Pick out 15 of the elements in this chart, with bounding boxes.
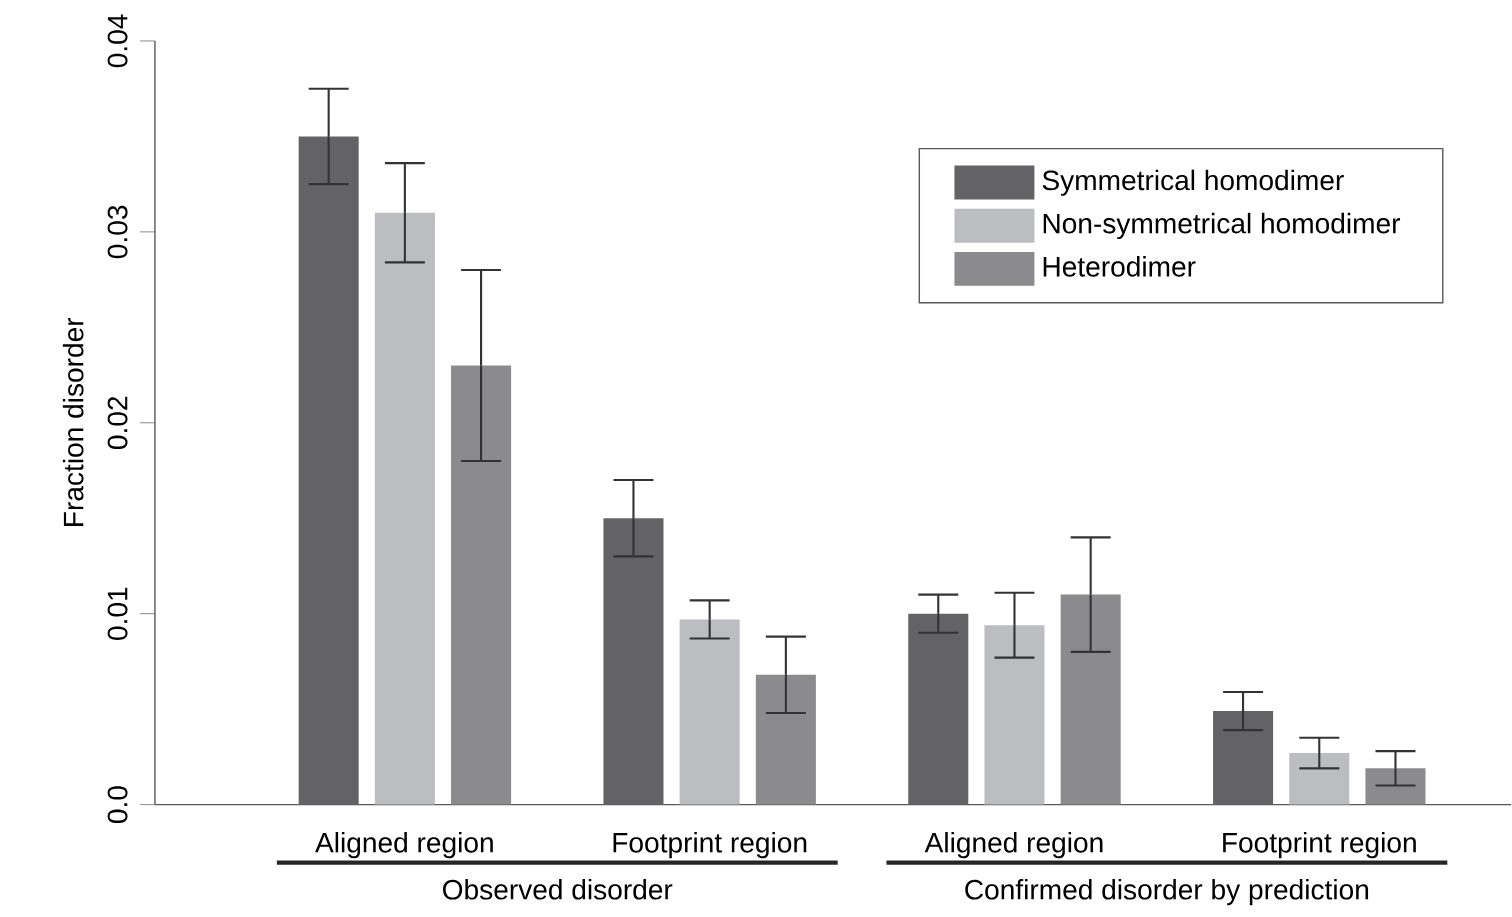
- legend-label: Heterodimer: [1043, 256, 1196, 277]
- x-tick-label: Footprint region: [1223, 832, 1416, 859]
- y-tick-label: 0.03: [107, 205, 128, 259]
- y-tick-label: 0.01: [107, 587, 128, 640]
- legend-label: Symmetrical homodimer: [1042, 169, 1344, 196]
- legend-label: Non-symmetrical homodimer: [1043, 212, 1401, 240]
- y-tick-label: 0.0: [107, 786, 128, 824]
- text: Observed disorder: [443, 879, 673, 900]
- x-tick-label: Aligned region: [924, 832, 1103, 859]
- y-tick-label: 0.04: [107, 14, 128, 68]
- y-axis-title: Fraction disorder: [62, 317, 84, 526]
- text: Confirmed disorder by prediction: [965, 879, 1369, 906]
- x-tick-label: Footprint region: [613, 832, 807, 859]
- y-tick-label: 0.02: [107, 396, 128, 450]
- x-tick-label: Aligned region: [315, 832, 493, 859]
